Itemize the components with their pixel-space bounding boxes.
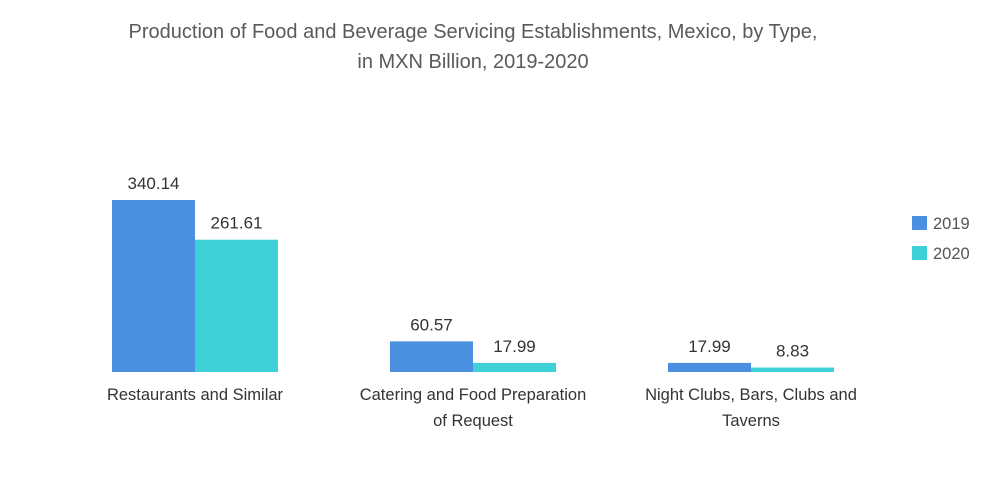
category-label: Taverns: [722, 412, 780, 430]
bar-2020-2: [751, 367, 834, 372]
bars: [112, 200, 834, 372]
bar-2019-1: [390, 341, 473, 372]
legend-swatch-2019: [912, 216, 927, 230]
chart-title-line: Production of Food and Beverage Servicin…: [129, 21, 818, 43]
legend-label: 2020: [933, 245, 970, 263]
bar-2019-2: [668, 362, 751, 372]
bar-2020-0: [195, 239, 278, 372]
category-label: Catering and Food Preparation: [360, 386, 587, 404]
chart-title: Production of Food and Beverage Servicin…: [129, 21, 818, 73]
legend-swatch-2020: [912, 246, 927, 260]
bar-2019-0: [112, 200, 195, 372]
category-label: of Request: [433, 412, 513, 430]
category-label: Night Clubs, Bars, Clubs and: [645, 386, 857, 404]
legend-label: 2019: [933, 215, 970, 233]
data-label: 8.83: [776, 342, 809, 361]
data-label: 17.99: [688, 337, 731, 356]
bar-2020-1: [473, 362, 556, 372]
legend: 2019 2020: [912, 215, 970, 263]
data-label: 340.14: [128, 174, 180, 193]
data-label: 17.99: [493, 337, 536, 356]
data-label: 261.61: [211, 214, 263, 233]
chart-title-line: in MXN Billion, 2019-2020: [357, 51, 588, 73]
category-label: Restaurants and Similar: [107, 386, 284, 404]
data-labels: 340.14 60.57 17.99 261.61 17.99 8.83: [128, 174, 810, 361]
data-label: 60.57: [410, 315, 453, 334]
category-labels: Restaurants and Similar Catering and Food…: [107, 386, 857, 430]
